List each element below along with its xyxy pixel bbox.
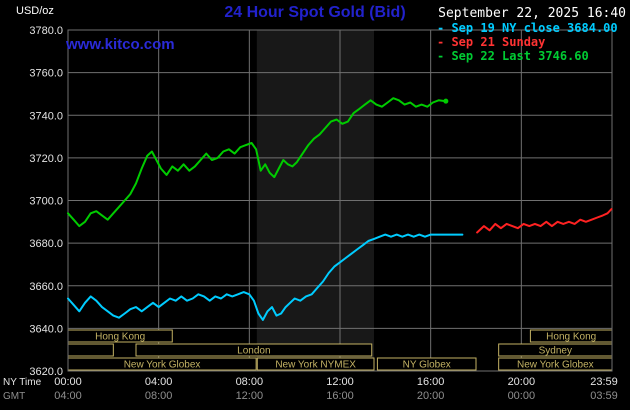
x-tick-label-gmt: 03:59 <box>590 390 618 402</box>
legend-item-sep21: - Sep 21 Sunday <box>437 35 546 49</box>
series-sep21 <box>476 208 613 234</box>
legend-item-sep19: - Sep 19 NY close 3684.00 <box>437 21 618 35</box>
plot-border <box>67 29 613 372</box>
x-tick-label-ny: 00:00 <box>54 376 82 388</box>
x-tick-label-ny: 23:59 <box>590 376 618 388</box>
session-label: Hong Kong <box>95 332 145 343</box>
session-label: New York Globex <box>124 360 201 371</box>
y-axis-labels: 3780.0 3760.0 3740.0 3720.0 3700.0 3680.0 3660… <box>29 25 63 378</box>
session-label: London <box>237 346 270 357</box>
x-tick-label-gmt: 20:00 <box>417 390 445 402</box>
x-axis-labels: 00:00 04:00 04:00 08:00 08:00 12:00 12:00 16:00… <box>3 376 618 402</box>
session-box <box>135 343 373 357</box>
x-tick-label-gmt: 04:00 <box>54 390 82 402</box>
y-tick-label: 3640.0 <box>29 323 63 335</box>
chart-title: 24 Hour Spot Gold (Bid) <box>224 4 406 21</box>
series-sep22 <box>67 97 447 228</box>
session-box <box>376 357 477 371</box>
session-label: New York NYMEX <box>275 360 356 371</box>
x-tick-label-gmt: 00:00 <box>508 390 536 402</box>
x-tick-label-ny: 20:00 <box>508 376 536 388</box>
kitco-watermark-link[interactable]: www.kitco.com <box>66 36 175 53</box>
ny-time-axis-label: NY Time <box>3 377 42 388</box>
y-tick-label: 3720.0 <box>29 153 63 165</box>
x-tick-label-ny: 04:00 <box>145 376 173 388</box>
legend-item-sep22: - Sep 22 Last 3746.60 <box>437 49 589 63</box>
y-tick-label: 3780.0 <box>29 25 63 37</box>
price-series <box>67 97 613 321</box>
y-tick-label: 3740.0 <box>29 110 63 122</box>
x-tick-label-ny: 12:00 <box>326 376 354 388</box>
gmt-axis-label: GMT <box>3 391 25 402</box>
x-tick-label-gmt: 12:00 <box>236 390 264 402</box>
market-sessions: Hong Kong Hong Kong London Sydney New York G… <box>67 329 613 371</box>
timestamp: September 22, 2025 16:40 <box>438 6 626 21</box>
x-tick-label-gmt: 08:00 <box>145 390 173 402</box>
grid-lines <box>67 29 613 372</box>
series-sep19 <box>67 233 464 321</box>
y-tick-label: 3760.0 <box>29 68 63 80</box>
session-box <box>67 343 114 357</box>
session-label: NY Globex <box>403 360 451 371</box>
session-label: Hong Kong <box>546 332 596 343</box>
legend: - Sep 19 NY close 3684.00- Sep 21 Sunday… <box>437 21 618 63</box>
x-tick-label-ny: 16:00 <box>417 376 445 388</box>
x-tick-label-ny: 08:00 <box>236 376 264 388</box>
y-tick-label: 3700.0 <box>29 196 63 208</box>
y-tick-label: 3620.0 <box>29 366 63 378</box>
y-tick-label: 3660.0 <box>29 281 63 293</box>
session-label: Sydney <box>539 346 572 357</box>
x-tick-label-gmt: 16:00 <box>326 390 354 402</box>
y-tick-label: 3680.0 <box>29 238 63 250</box>
y-axis-units-label: USD/oz <box>16 5 54 17</box>
session-box <box>256 357 375 371</box>
last-price-marker <box>443 98 449 104</box>
session-label: New York Globex <box>517 360 594 371</box>
